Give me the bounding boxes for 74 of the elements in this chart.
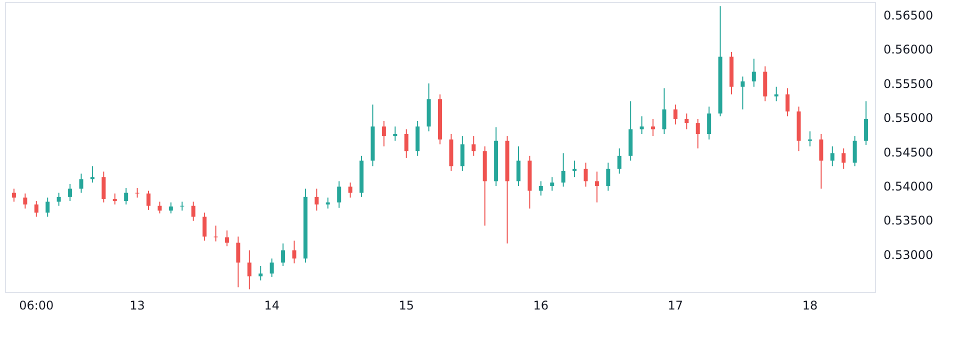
candlestick bbox=[472, 136, 476, 156]
candlestick bbox=[23, 193, 28, 210]
candlestick bbox=[56, 192, 61, 206]
candlestick bbox=[662, 88, 666, 135]
candlestick bbox=[46, 197, 50, 218]
x-tick-label: 13 bbox=[130, 298, 145, 312]
candlestick bbox=[247, 250, 252, 290]
candlestick bbox=[673, 104, 678, 125]
candlestick bbox=[348, 182, 352, 198]
candlestick bbox=[79, 173, 84, 194]
x-tick-label: 06:00 bbox=[19, 298, 54, 312]
candlestick bbox=[606, 162, 610, 192]
y-tick-label: 0.55500 bbox=[884, 76, 934, 91]
candlestick bbox=[168, 202, 173, 214]
candlestick bbox=[146, 190, 151, 210]
candlestick bbox=[651, 118, 656, 137]
candlestick bbox=[852, 136, 857, 167]
candlestick bbox=[12, 188, 16, 202]
x-tick-label: 14 bbox=[264, 298, 280, 312]
candlestick bbox=[830, 146, 834, 167]
candlestick bbox=[404, 128, 408, 158]
y-tick-label: 0.54000 bbox=[884, 179, 934, 194]
x-tick-label: 17 bbox=[668, 298, 684, 312]
y-tick-label: 0.53000 bbox=[884, 248, 934, 262]
candlestick bbox=[292, 240, 296, 264]
candlestick bbox=[538, 180, 543, 196]
candlestick bbox=[34, 200, 38, 218]
candlestick bbox=[561, 152, 566, 188]
candlestick bbox=[707, 106, 712, 140]
y-tick-label: 0.54500 bbox=[884, 145, 934, 160]
candlestick bbox=[640, 116, 644, 135]
x-tick-label: 18 bbox=[802, 298, 818, 312]
candlestick bbox=[112, 193, 117, 205]
candlestick bbox=[786, 88, 790, 117]
candlestick bbox=[202, 212, 207, 242]
candlestick bbox=[393, 126, 398, 142]
candlestick bbox=[594, 171, 599, 203]
candlestick bbox=[819, 134, 824, 190]
candlestick bbox=[281, 242, 286, 267]
candlestick bbox=[158, 201, 162, 214]
candlestick bbox=[214, 225, 218, 242]
candlestick bbox=[808, 130, 812, 147]
candlestick bbox=[124, 188, 128, 205]
candlestick bbox=[191, 201, 196, 222]
candlestick bbox=[684, 112, 689, 130]
candlestick bbox=[696, 118, 700, 149]
candlestick bbox=[68, 183, 72, 202]
candlestick bbox=[326, 197, 330, 210]
candlestick bbox=[224, 230, 229, 247]
candlestick bbox=[617, 148, 622, 174]
candlestick bbox=[740, 76, 745, 110]
x-tick-label: 15 bbox=[398, 298, 414, 312]
y-tick-label: 0.56500 bbox=[884, 8, 934, 22]
candlestick bbox=[236, 236, 240, 288]
candlestick bbox=[774, 86, 778, 102]
candlestick bbox=[460, 136, 464, 172]
y-tick-label: 0.55000 bbox=[884, 111, 934, 126]
candlestick bbox=[516, 146, 520, 186]
candlestick bbox=[842, 148, 846, 170]
x-tick-label: 16 bbox=[533, 298, 549, 312]
candlestick bbox=[337, 180, 342, 208]
candlestick bbox=[102, 171, 106, 203]
candlestick bbox=[314, 188, 319, 212]
candlestick bbox=[270, 258, 274, 278]
candlestick bbox=[550, 176, 554, 192]
candlestick bbox=[864, 100, 868, 146]
candlestick bbox=[258, 266, 263, 281]
candlestick bbox=[382, 120, 386, 147]
y-tick-label: 0.56000 bbox=[884, 42, 934, 57]
y-tick-label: 0.53500 bbox=[884, 214, 934, 228]
candlestick bbox=[572, 160, 577, 178]
candlestick bbox=[584, 162, 588, 188]
candlestick bbox=[90, 166, 94, 184]
candlestick bbox=[752, 58, 756, 88]
